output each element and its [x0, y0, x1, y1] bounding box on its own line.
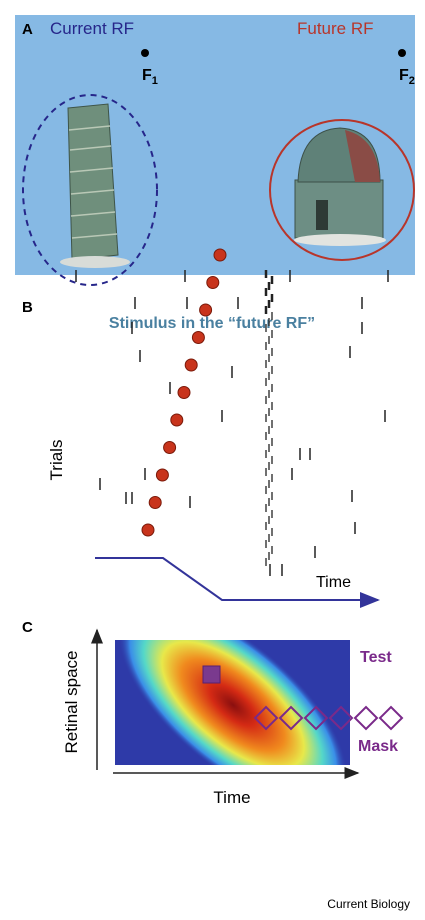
mask-diamond — [278, 705, 304, 731]
mask-diamond — [253, 705, 279, 731]
test-probe — [202, 665, 221, 684]
onset-dot — [170, 413, 184, 427]
spike-raster — [75, 270, 389, 576]
onset-dot — [148, 496, 162, 509]
baptistery — [294, 127, 386, 246]
onset-dot — [199, 303, 213, 317]
onset-dot — [191, 331, 205, 344]
panel-letter: C — [22, 619, 33, 636]
mask-diamond — [353, 705, 379, 731]
fixation-point — [141, 49, 149, 57]
panel-title: Stimulus in the “future RF” — [109, 315, 315, 332]
eye-position-trace — [95, 557, 380, 608]
y-axis-label: Retinal space — [62, 650, 81, 753]
onset-dot — [177, 386, 191, 399]
mask-diamond — [378, 705, 404, 731]
fixation-label: F1 — [142, 67, 158, 87]
fixation-label: F2 — [399, 67, 415, 87]
onset-dot — [163, 441, 177, 454]
journal-credit: Current Biology — [327, 897, 410, 911]
fixation-point — [398, 49, 406, 57]
test-label: Test — [360, 649, 392, 666]
future-rf-label: Future RF — [297, 19, 374, 38]
panel-letter: B — [22, 299, 33, 316]
stimulus-onsets — [141, 248, 227, 537]
x-axis-label: Time — [213, 788, 250, 807]
future-rf-outline — [269, 119, 415, 261]
mask-label: Mask — [358, 738, 398, 755]
mask-probes — [253, 705, 404, 731]
current-rf-label: Current RF — [50, 19, 134, 38]
onset-dot — [141, 523, 155, 537]
mask-diamond — [303, 705, 329, 731]
y-axis-label: Trials — [47, 440, 66, 481]
onset-dot — [184, 358, 198, 372]
leaning-tower — [60, 103, 130, 268]
heatmap — [118, 640, 348, 765]
mask-diamond — [328, 705, 354, 731]
x-axis-label: Time — [316, 574, 351, 591]
panel-letter: A — [22, 21, 33, 38]
onset-dot — [206, 276, 220, 289]
current-rf-outline — [22, 94, 158, 286]
onset-dot — [213, 248, 227, 262]
onset-dot — [155, 468, 169, 482]
